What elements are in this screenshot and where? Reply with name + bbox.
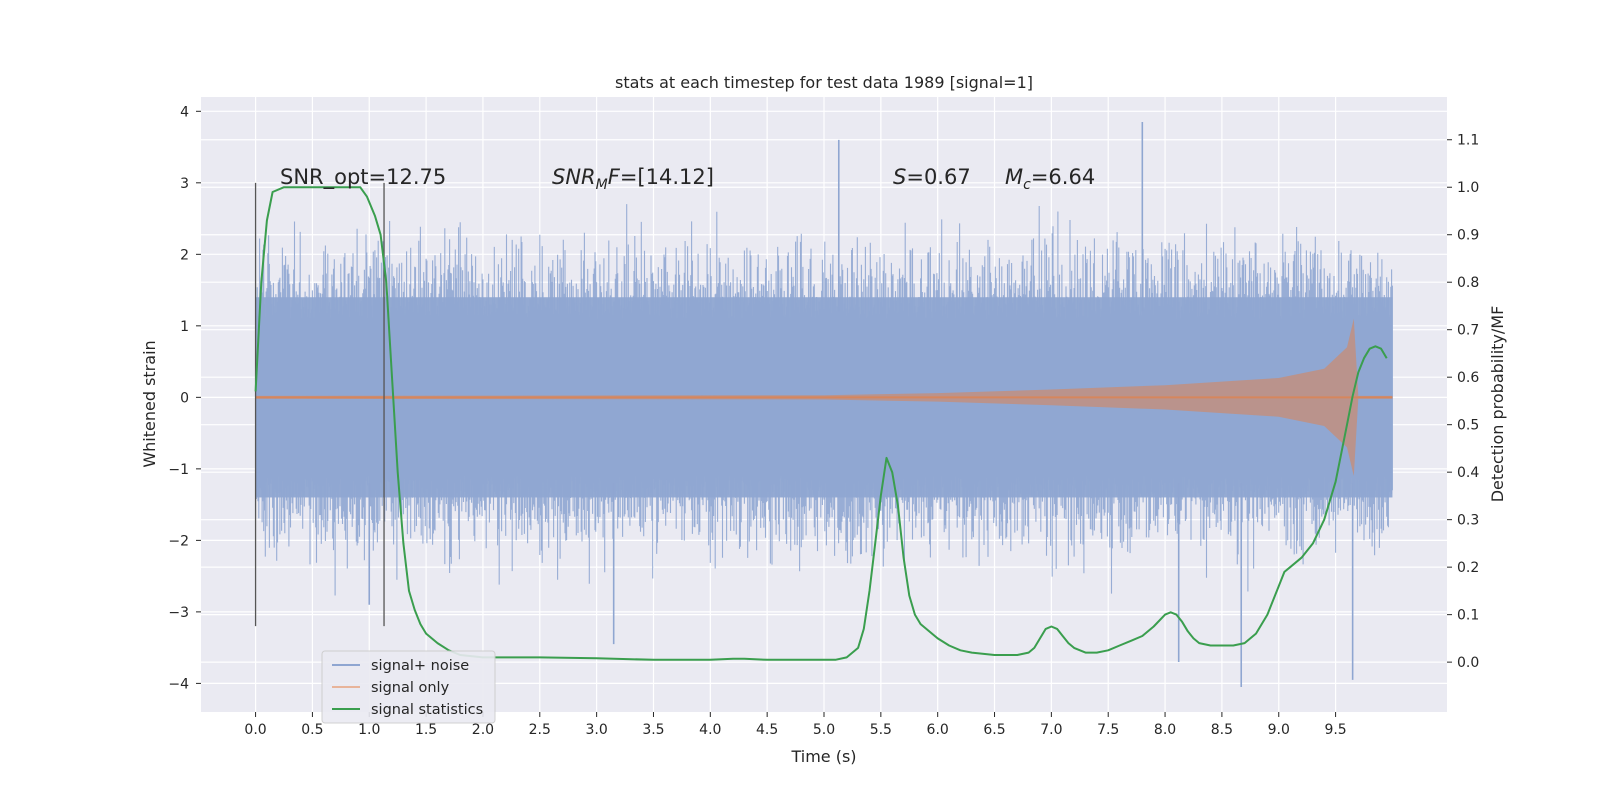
x-tick-label: 2.0 (472, 722, 494, 738)
s-value: =0.67 (906, 165, 970, 189)
y2-tick-label: 0.6 (1457, 370, 1479, 386)
y2-tick-label: 1.0 (1457, 180, 1479, 196)
x-tick-label: 4.0 (699, 722, 721, 738)
y2-tick-label: 0.4 (1457, 465, 1479, 481)
x-tick-label: 6.0 (927, 722, 949, 738)
s-label: S (893, 165, 906, 189)
legend-label-signal: signal only (371, 680, 450, 696)
x-axis-ticks: 0.0 0.5 1.0 1.5 2.0 2.5 3.0 3.5 4.0 4.5 5.0 5.5 6.0 6… (244, 712, 1347, 738)
snr-mf-sub: M (596, 177, 608, 193)
y-tick-label: 1 (180, 319, 189, 335)
x-tick-label: 0.0 (244, 722, 266, 738)
y2-tick-label: 0.3 (1457, 513, 1479, 529)
x-tick-label: 3.0 (585, 722, 607, 738)
y2-tick-label: 0.0 (1457, 655, 1479, 671)
y-tick-label: −2 (168, 533, 189, 549)
legend: signal+ noise signal only signal statist… (321, 650, 496, 724)
x-tick-label: 4.5 (756, 722, 778, 738)
annotations: SNR_opt=12.75 SNRMF=[14.12] S=0.67 Mc=6.… (280, 165, 1095, 193)
legend-box (321, 650, 496, 724)
mc-value: =6.64 (1031, 165, 1095, 189)
legend-label-statistics: signal statistics (371, 702, 483, 718)
y2-tick-label: 0.2 (1457, 560, 1479, 576)
y-tick-label: −4 (168, 676, 189, 692)
x-tick-label: 7.5 (1097, 722, 1119, 738)
snr-mf-value: =[14.12] (620, 165, 714, 189)
annotation-s: S=0.67 (893, 165, 971, 189)
annotation-snr-opt: SNR_opt=12.75 (280, 165, 446, 190)
mc-label: M (1005, 165, 1023, 189)
y-tick-label: 3 (180, 176, 189, 192)
snr-mf-f: F (608, 165, 621, 189)
x-tick-label: 6.5 (983, 722, 1005, 738)
x-tick-label: 8.0 (1154, 722, 1176, 738)
y2-tick-label: 0.8 (1457, 275, 1479, 291)
signal-only-series (255, 318, 1393, 476)
x-tick-label: 8.5 (1211, 722, 1233, 738)
mc-sub: c (1023, 177, 1031, 193)
x-tick-label: 7.0 (1040, 722, 1062, 738)
x-tick-label: 5.5 (870, 722, 892, 738)
statistics-series (254, 186, 1388, 661)
y-axis-ticks: 4 3 2 1 0 −1 −2 −3 −4 (168, 104, 201, 692)
chart-title: stats at each timestep for test data 198… (615, 73, 1033, 92)
y2-axis-label: Detection probability/MF (1488, 306, 1507, 503)
y2-tick-label: 0.7 (1457, 323, 1479, 339)
y-tick-label: −3 (168, 605, 189, 621)
x-axis-label: Time (s) (790, 747, 856, 766)
x-tick-label: 9.5 (1324, 722, 1346, 738)
y-tick-label: −1 (168, 462, 189, 478)
x-tick-label: 2.5 (529, 722, 551, 738)
y2-tick-label: 0.5 (1457, 418, 1479, 434)
legend-label-noise: signal+ noise (371, 658, 469, 674)
snr-mf-label: SNR (552, 165, 596, 189)
x-tick-label: 1.0 (358, 722, 380, 738)
statistics-line (254, 186, 1388, 661)
x-tick-label: 0.5 (301, 722, 323, 738)
y2-tick-label: 1.1 (1457, 133, 1479, 149)
y2-tick-label: 0.1 (1457, 608, 1479, 624)
x-tick-label: 5.0 (813, 722, 835, 738)
y-tick-label: 2 (180, 247, 189, 263)
annotation-mc: Mc=6.64 (1005, 165, 1095, 193)
y2-tick-label: 0.9 (1457, 228, 1479, 244)
y-tick-label: 0 (180, 390, 189, 406)
y2-axis-ticks: 1.1 1.0 0.9 0.8 0.7 0.6 0.5 0.4 0.3 0.2 0.1 0.0 (1447, 133, 1479, 671)
x-tick-label: 3.5 (642, 722, 664, 738)
y-tick-label: 4 (180, 104, 189, 120)
annotation-snr-mf: SNRMF=[14.12] (552, 165, 714, 193)
x-tick-label: 9.0 (1268, 722, 1290, 738)
x-tick-label: 1.5 (415, 722, 437, 738)
y-axis-label: Whitened strain (140, 340, 159, 467)
